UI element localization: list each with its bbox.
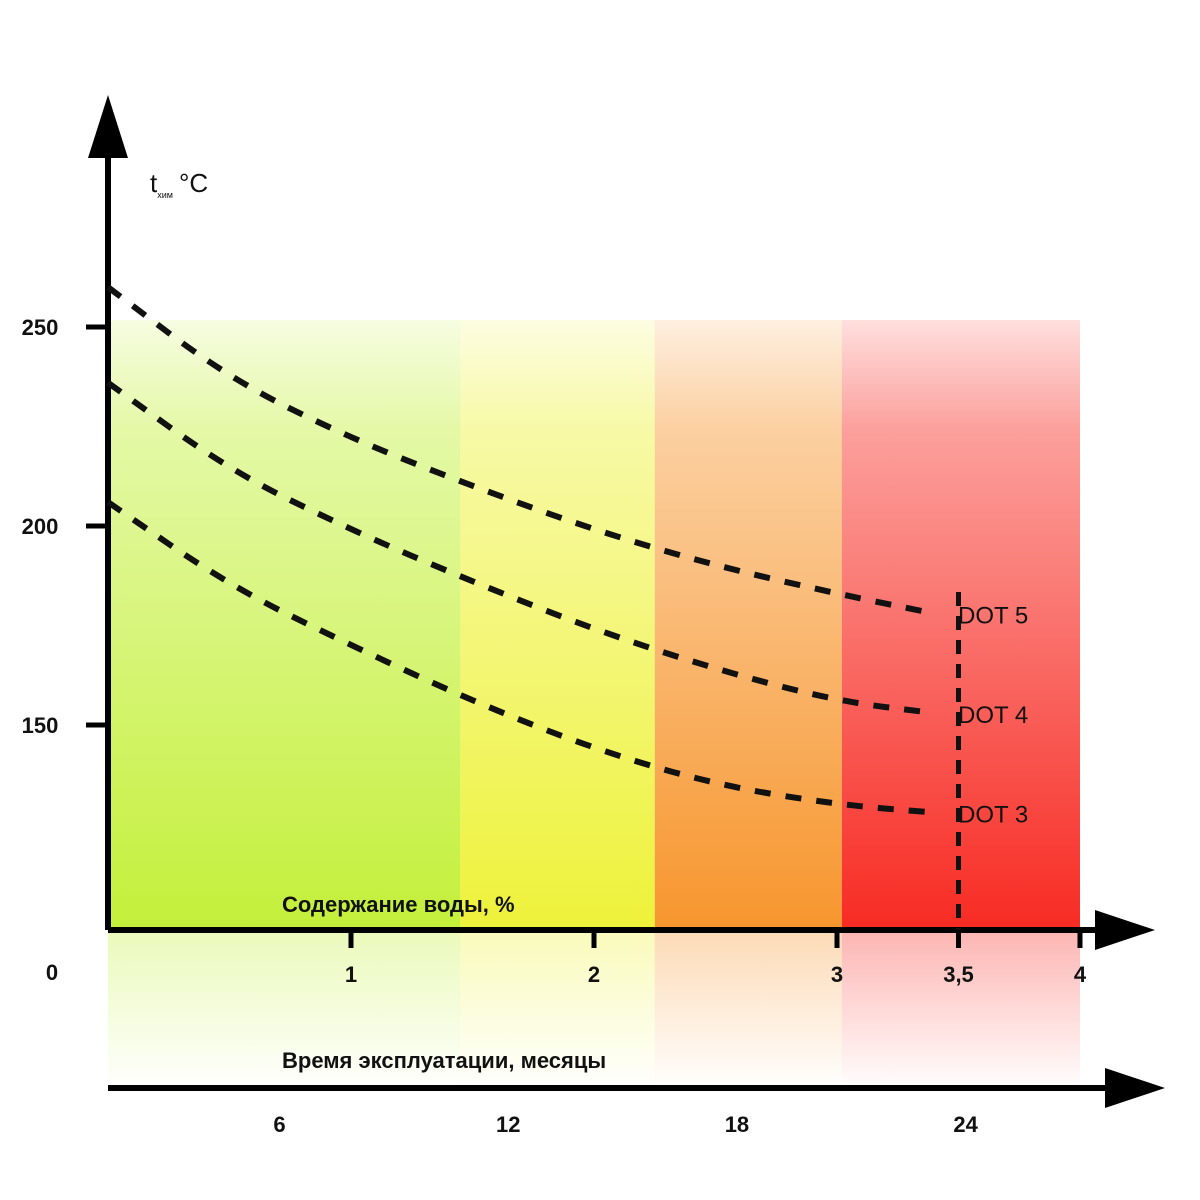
- y-tick-label: 250: [22, 315, 59, 340]
- y-axis-label: tхим °C: [150, 168, 208, 200]
- series-line: [106, 380, 935, 717]
- x2-axis-arrow-icon: [1105, 1068, 1165, 1108]
- x2-ticks: 6 12 18 24: [273, 1112, 978, 1137]
- color-zones: [108, 320, 1080, 930]
- x-tick-label: 4: [1074, 962, 1087, 987]
- y-tick-label: 150: [22, 713, 59, 738]
- y-axis-arrow-icon: [88, 95, 128, 158]
- y-axis-label-subscript: хим: [157, 190, 173, 200]
- x2-tick-label: 18: [725, 1112, 749, 1137]
- series-line: [106, 499, 935, 816]
- zone-band: [108, 320, 461, 930]
- lower-zones: [108, 930, 1080, 1082]
- series-label: DOT 3: [958, 802, 1028, 829]
- zone-band-lower: [654, 930, 842, 1082]
- zone-band-lower: [841, 930, 1080, 1082]
- x-origin-label: 0: [46, 960, 58, 985]
- x2-axis-title: Время эксплуатации, месяцы: [282, 1048, 606, 1073]
- x-axis-title: Содержание воды, %: [282, 892, 515, 917]
- zone-band-lower: [460, 930, 655, 1082]
- x-tick-label: 3,5: [943, 962, 974, 987]
- y-ticks: 150 200 250: [22, 315, 108, 738]
- x-axis-arrow-icon: [1095, 910, 1155, 950]
- x-tick-label: 3: [831, 962, 843, 987]
- zone-band-lower: [108, 930, 461, 1082]
- series-label: DOT 5: [958, 603, 1028, 630]
- x-tick-label: 1: [345, 962, 357, 987]
- series-label: DOT 4: [958, 702, 1028, 729]
- series-line: [106, 284, 935, 617]
- x2-tick-label: 12: [496, 1112, 520, 1137]
- x2-tick-label: 6: [273, 1112, 285, 1137]
- y-axis-label-unit: °C: [179, 168, 208, 198]
- y-tick-label: 200: [22, 514, 59, 539]
- series-lines: DOT 5 DOT 4 DOT 3: [106, 284, 1028, 829]
- x-tick-label: 2: [588, 962, 600, 987]
- zone-band: [654, 320, 842, 930]
- x-ticks: 1 2 3 3,5 4: [345, 930, 1087, 987]
- zone-band: [460, 320, 655, 930]
- x2-tick-label: 24: [953, 1112, 978, 1137]
